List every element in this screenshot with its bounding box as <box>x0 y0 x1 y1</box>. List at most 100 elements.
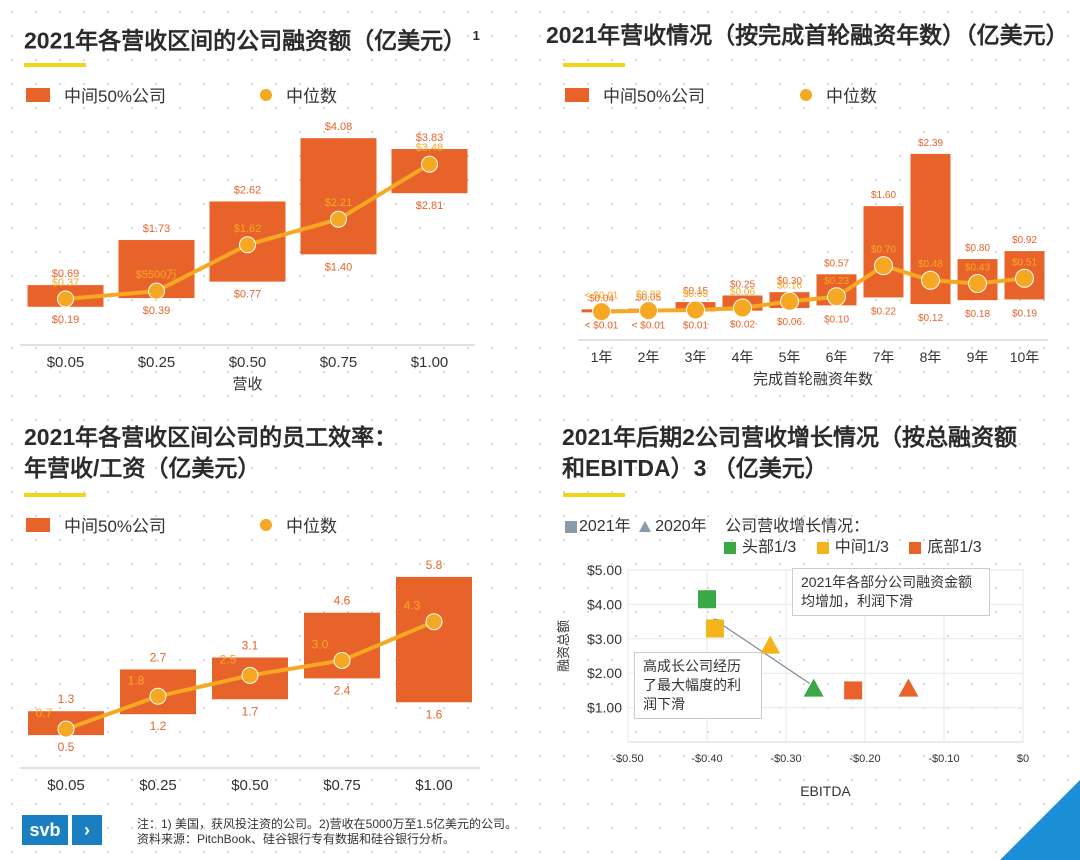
panel4-title-line1: 2021年后期2公司营收增长情况（按总融资额 <box>562 424 1017 450</box>
low-label: < $0.01 <box>585 321 619 332</box>
yellow-square-icon <box>816 541 829 554</box>
median-label: 1.8 <box>128 673 145 687</box>
legend-label: 中位数 <box>286 87 337 106</box>
legend-growth-label: 公司营收增长情况： <box>725 518 870 535</box>
high-label: $0.57 <box>824 258 849 269</box>
footnote-line1: 注：1) 美国，获风投注资的公司。2)营收在5000万至1.5亿美元的公司。 <box>137 817 518 831</box>
legend-label: 中间50%公司 <box>64 87 167 106</box>
y-tick-label: $2.00 <box>587 665 622 681</box>
corner-decoration <box>1000 780 1080 860</box>
x-tick-label: 5年 <box>779 349 801 365</box>
x-tick-label: 2年 <box>638 349 660 365</box>
x-tick-label: 3年 <box>685 349 707 365</box>
high-label: 3.1 <box>242 639 259 653</box>
panel3-title-line1: 2021年各营收区间公司的员工效率： <box>24 424 398 450</box>
iqr-bar <box>300 138 377 255</box>
median-point <box>421 155 438 173</box>
x-tick-label: 9年 <box>967 349 989 365</box>
panel1-underline <box>24 63 86 67</box>
scatter-point-2021 <box>705 619 724 638</box>
x-tick-label: $0 <box>1017 753 1029 765</box>
panel4-title-line2: 和EBITDA）3 （亿美元） <box>562 455 828 481</box>
iqr-bar <box>863 206 904 298</box>
median-point <box>921 270 940 290</box>
median-point <box>968 274 987 294</box>
footnote-line2: 资料来源：PitchBook、硅谷银行专有数据和硅谷银行分析。 <box>137 832 456 846</box>
legend-label: 中间50%公司 <box>603 87 706 106</box>
high-label: $0.80 <box>965 243 990 254</box>
median-label: $3.48 <box>416 142 444 154</box>
square-marker-icon <box>565 520 577 533</box>
chart-funding-by-revenue: $0.69 $0.19 $0.37 $0.05 $1.73 $0.39 $5500万 $0.2… <box>20 121 475 393</box>
median-point <box>1015 268 1034 288</box>
median-label: $1.62 <box>234 223 262 235</box>
x-tick-label: 8年 <box>920 349 942 365</box>
panel3-legend-median: 中位数 <box>260 512 337 537</box>
low-label: $1.40 <box>325 261 353 273</box>
median-label: $0.48 <box>918 259 943 270</box>
low-label: 1.7 <box>242 704 259 718</box>
median-line <box>601 263 1025 314</box>
bar-swatch <box>565 87 589 102</box>
panel1-legend-bar: 中间50%公司 <box>26 82 166 107</box>
panel4-underline <box>563 493 625 497</box>
panel2-legend-median: 中位数 <box>800 82 877 107</box>
scatter-point-2021 <box>844 681 863 700</box>
median-label: $0.03 <box>683 289 708 300</box>
y-axis-title: 融资总额 <box>556 620 571 672</box>
high-label: $4.08 <box>325 121 353 133</box>
panel4-legend-groups: 头部1/3 中间1/3 底部1/3 <box>724 533 982 557</box>
x-axis-title: 营收 <box>232 376 262 393</box>
x-tick-label: $0.50 <box>229 354 267 371</box>
svb-logo: svb › <box>22 815 102 845</box>
median-point <box>827 287 846 307</box>
low-label: $2.81 <box>416 200 444 212</box>
x-tick-label: -$0.10 <box>928 753 959 765</box>
legend-label: 中位数 <box>286 517 337 536</box>
scatter-point-2020 <box>760 635 781 654</box>
x-tick-label: 10年 <box>1010 349 1040 365</box>
high-label: 1.3 <box>58 692 75 706</box>
panel3-title-line2: 年营收/工资（亿美元） <box>24 455 261 481</box>
median-point <box>241 666 259 684</box>
median-point <box>57 290 74 308</box>
x-tick-label: -$0.40 <box>691 753 722 765</box>
x-tick-label: $1.00 <box>411 354 449 371</box>
high-label: $3.83 <box>416 132 444 144</box>
low-label: 1.6 <box>426 707 443 721</box>
median-point <box>239 236 256 254</box>
median-point <box>733 298 752 318</box>
low-label: 1.2 <box>150 719 167 733</box>
scatter-point-2020 <box>898 678 919 697</box>
legend-2021: 2021年 <box>579 518 631 535</box>
x-tick-label: 4年 <box>732 349 754 365</box>
high-label: $0.69 <box>52 268 80 280</box>
high-label: $2.62 <box>234 184 262 196</box>
x-tick-label: $0.75 <box>320 354 358 371</box>
median-label: 4.3 <box>404 599 421 613</box>
panel3-title: 2021年各营收区间公司的员工效率： 年营收/工资（亿美元） <box>24 422 397 484</box>
low-label: $0.10 <box>824 314 849 325</box>
high-label: $2.39 <box>918 138 943 149</box>
low-label: $0.02 <box>730 320 755 331</box>
median-label: $0.02 <box>636 290 661 301</box>
x-axis-title: EBITDA <box>800 783 851 799</box>
x-tick-label: $0.75 <box>323 777 361 794</box>
low-label: $0.12 <box>918 313 943 324</box>
high-label: $1.73 <box>143 223 171 235</box>
footnote: 注：1) 美国，获风投注资的公司。2)营收在5000万至1.5亿美元的公司。 资… <box>137 817 517 847</box>
low-label: $0.22 <box>871 306 896 317</box>
panel2-title: 2021年营收情况（按完成首轮融资年数）（亿美元） <box>546 22 1069 48</box>
x-tick-label: $0.25 <box>138 354 176 371</box>
panel3-legend-bar: 中间50%公司 <box>26 512 166 537</box>
triangle-marker-icon <box>639 521 652 533</box>
median-point <box>874 256 893 276</box>
x-tick-label: -$0.30 <box>770 753 801 765</box>
low-label: 0.5 <box>58 740 75 754</box>
median-label: $0.16 <box>777 280 802 291</box>
y-tick-label: $5.00 <box>587 562 622 578</box>
median-point <box>57 720 75 738</box>
scatter-point-2021 <box>698 590 716 609</box>
high-label: $0.92 <box>1012 235 1037 246</box>
